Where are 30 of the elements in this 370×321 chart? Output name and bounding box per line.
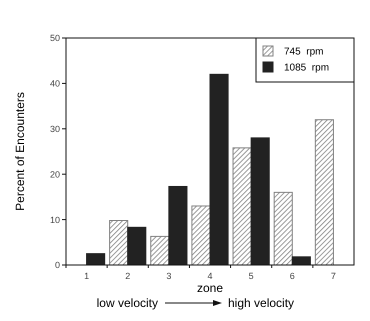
- x-tick-label: 5: [248, 271, 254, 281]
- x-tick-label: 6: [290, 271, 295, 281]
- bar: [250, 137, 270, 266]
- x-tick-label: 3: [166, 271, 172, 281]
- bar: [191, 205, 210, 266]
- y-tick-label: 50: [50, 33, 60, 44]
- legend-label: 1085 rpm: [284, 62, 330, 74]
- bar: [274, 192, 293, 266]
- bar: [232, 147, 252, 266]
- bar: [168, 186, 188, 266]
- legend-label: 745 rpm: [284, 46, 324, 58]
- y-axis-title: Percent of Encounters: [13, 92, 27, 211]
- bar: [86, 253, 106, 266]
- x-axis-title: zone: [196, 281, 224, 295]
- y-tick-label: 20: [50, 169, 60, 180]
- bar: [210, 74, 229, 266]
- bar: [109, 220, 128, 266]
- x-tick-label: 2: [125, 271, 130, 281]
- y-tick-label: 40: [50, 78, 60, 89]
- text: low velocity: [96, 296, 158, 310]
- bar: [314, 119, 334, 266]
- text: high velocity: [228, 296, 294, 310]
- bar: [127, 226, 146, 266]
- x-tick-label: 7: [330, 271, 336, 281]
- y-tick-label: 10: [50, 214, 60, 225]
- x-tick-label: 1: [84, 271, 90, 281]
- bar: [150, 236, 170, 266]
- y-tick-label: 0: [54, 260, 60, 270]
- y-tick-label: 30: [50, 124, 60, 134]
- x-tick-label: 4: [207, 271, 213, 281]
